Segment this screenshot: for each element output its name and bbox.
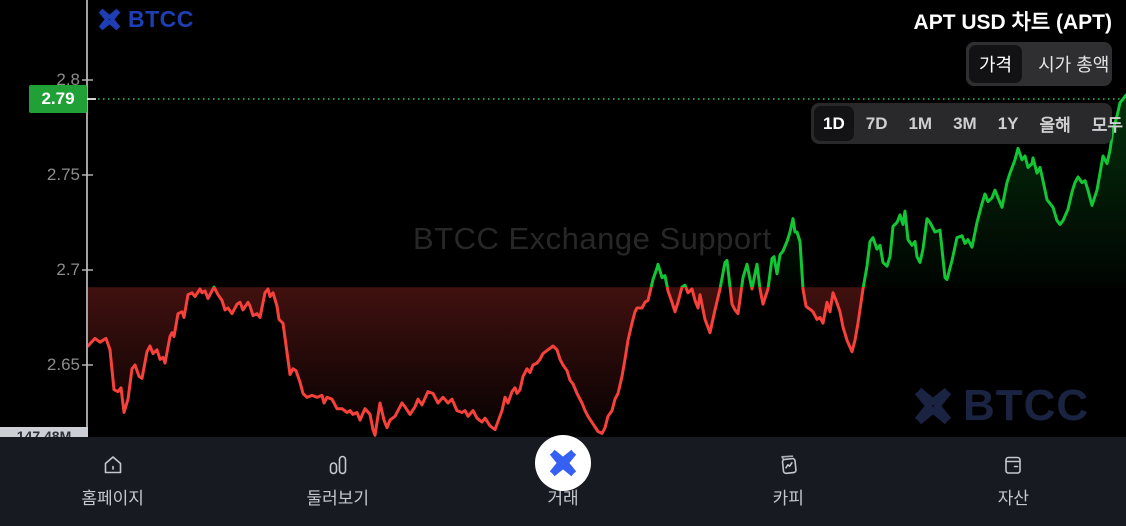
toggle-marketcap-button[interactable]: 시가 총액 — [1028, 45, 1119, 83]
watermark-btcc: BTCC — [912, 381, 1089, 431]
price-tick-label: 2.8 — [56, 70, 80, 89]
watermark-btcc-text: BTCC — [963, 381, 1090, 430]
nav-item-home[interactable]: 홈페이지 — [0, 437, 225, 526]
btcc-logo: BTCC — [97, 6, 194, 33]
btcc-x-icon — [914, 387, 952, 425]
price-tick-label: 2.75 — [46, 165, 80, 184]
range-all-button[interactable]: 모두 — [1083, 106, 1126, 141]
price-axis: 2.8 2.75 2.7 2.65 — [0, 0, 80, 437]
price-marketcap-toggle: 가격 시가 총액 — [966, 42, 1112, 86]
range-1y-button[interactable]: 1Y — [989, 106, 1028, 141]
range-1d-button[interactable]: 1D — [814, 106, 854, 141]
brand-text: BTCC — [128, 6, 194, 32]
nav-label-copy: 카피 — [772, 489, 804, 508]
nav-label-trade: 거래 — [547, 489, 579, 508]
nav-item-assets[interactable]: 자산 — [901, 437, 1126, 526]
assets-icon — [1005, 456, 1022, 474]
nav-item-explore[interactable]: 둘러보기 — [225, 437, 450, 526]
range-ytd-button[interactable]: 올해 — [1031, 106, 1080, 141]
time-range-selector: 1D 7D 1M 3M 1Y 올해 모두 — [811, 103, 1123, 144]
btcc-x-icon — [98, 8, 121, 31]
explore-icon — [329, 455, 347, 475]
price-tick-label: 2.65 — [46, 355, 80, 374]
nav-item-trade[interactable]: 거래 — [450, 435, 675, 526]
home-icon — [104, 456, 121, 474]
range-1m-button[interactable]: 1M — [899, 106, 941, 141]
range-3m-button[interactable]: 3M — [944, 106, 986, 141]
price-chart[interactable] — [0, 0, 1126, 437]
toggle-price-button[interactable]: 가격 — [969, 45, 1023, 83]
price-tick-label: 2.7 — [56, 260, 80, 279]
bottom-nav: 홈페이지 둘러보기 거래 — [0, 435, 1126, 526]
nav-label-assets: 자산 — [997, 489, 1030, 508]
page-title: APT USD 차트 (APT) — [913, 11, 1112, 34]
range-7d-button[interactable]: 7D — [857, 106, 897, 141]
watermark-exchange-support: BTCC Exchange Support — [413, 221, 772, 256]
top-bar: BTCC APT USD 차트 (APT) — [0, 0, 1126, 40]
trade-circle-button[interactable] — [535, 435, 591, 491]
btcc-x-icon — [549, 449, 577, 477]
nav-label-home: 홈페이지 — [81, 489, 144, 508]
copy-trade-icon — [781, 455, 797, 475]
current-price-badge: 2.79 — [29, 85, 87, 113]
nav-item-copy[interactable]: 카피 — [676, 437, 901, 526]
nav-label-explore: 둘러보기 — [306, 489, 370, 508]
